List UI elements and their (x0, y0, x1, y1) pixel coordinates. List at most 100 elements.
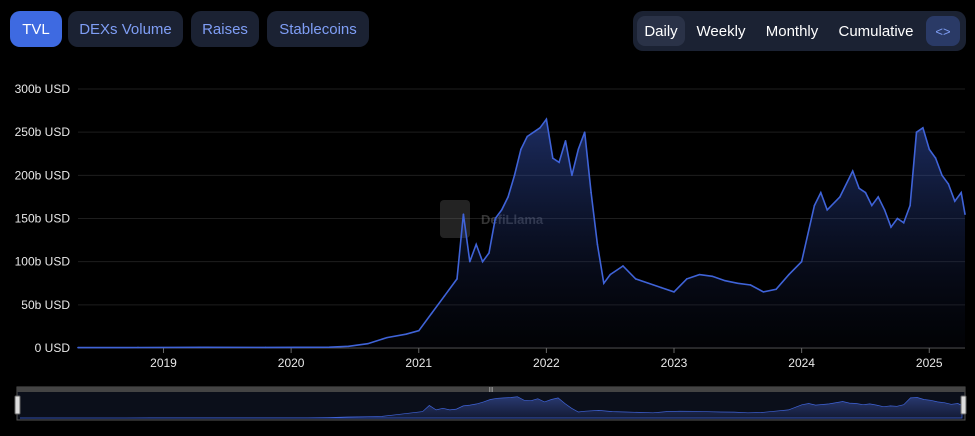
watermark: DefiLlama (440, 200, 544, 238)
data-point (347, 345, 350, 348)
data-point (366, 342, 369, 345)
data-point (462, 213, 465, 215)
code-brackets-icon[interactable]: <> (926, 16, 960, 46)
granularity-monthly[interactable]: Monthly (765, 22, 819, 40)
data-point (762, 291, 765, 293)
data-point (711, 275, 714, 278)
brush[interactable]: ||| (14, 386, 967, 421)
data-point (922, 127, 924, 129)
data-point (960, 191, 962, 194)
brush-handle-left[interactable] (14, 395, 21, 415)
data-point (603, 282, 605, 285)
data-point (883, 209, 886, 211)
data-point (532, 131, 535, 133)
data-point (417, 329, 420, 332)
data-point (788, 273, 790, 276)
data-point (909, 204, 911, 207)
x-tick-label: 2023 (661, 356, 688, 370)
tab-tvl[interactable]: TVL (10, 11, 62, 47)
data-point (964, 213, 966, 215)
data-point (430, 312, 433, 315)
llama-logo-icon (440, 200, 470, 238)
tab-raises[interactable]: Raises (191, 11, 259, 47)
data-point (564, 140, 567, 142)
data-point (609, 273, 611, 276)
data-point (386, 336, 388, 339)
data-point (813, 204, 816, 207)
brush-handle-right[interactable] (960, 395, 967, 415)
data-point (775, 288, 777, 291)
granularity-daily[interactable]: Daily (637, 16, 685, 46)
data-point (513, 174, 516, 177)
data-point (137, 346, 139, 349)
data-point (507, 196, 509, 198)
brush-grip-icon[interactable]: ||| (489, 387, 493, 393)
x-tick-label: 2021 (405, 356, 432, 370)
data-point (545, 118, 548, 121)
data-point (475, 243, 477, 246)
data-point (469, 260, 471, 263)
data-point (851, 170, 854, 172)
x-tick-label: 2019 (150, 356, 177, 370)
data-point (500, 209, 503, 211)
data-point (864, 191, 867, 194)
data-point (819, 191, 822, 194)
data-point (443, 295, 446, 298)
granularity-cumulative[interactable]: Cumulative (838, 22, 914, 40)
tab-stablecoins[interactable]: Stablecoins (267, 11, 369, 47)
data-point (915, 131, 918, 133)
data-point (749, 284, 752, 286)
data-point (264, 346, 267, 349)
data-point (737, 282, 739, 285)
data-point (934, 157, 937, 159)
data-point (328, 346, 331, 349)
tab-dexs-volume[interactable]: DEXs Volume (68, 11, 183, 47)
brush-area (20, 396, 963, 419)
data-point (941, 174, 943, 177)
series-points (77, 118, 966, 349)
data-point (200, 346, 203, 349)
data-point (577, 148, 580, 151)
data-point (724, 279, 726, 282)
granularity-weekly[interactable]: Weekly (696, 22, 746, 40)
data-point (622, 265, 624, 267)
watermark-text: DefiLlama (481, 212, 544, 227)
data-point (526, 135, 529, 138)
y-tick-label: 50b USD (21, 298, 70, 312)
data-point (890, 226, 892, 228)
data-point (660, 286, 663, 289)
y-tick-label: 250b USD (15, 125, 71, 139)
y-tick-label: 150b USD (15, 212, 71, 226)
data-point (673, 291, 675, 293)
data-point (858, 187, 860, 190)
data-point (877, 196, 880, 198)
y-tick-label: 0 USD (35, 341, 71, 355)
data-point (494, 217, 497, 220)
data-point (405, 333, 407, 335)
data-point (551, 157, 554, 159)
y-tick-label: 100b USD (15, 255, 71, 269)
data-point (871, 204, 873, 207)
x-tick-label: 2025 (916, 356, 943, 370)
x-tick-label: 2024 (788, 356, 815, 370)
series-line (77, 117, 966, 349)
data-point (558, 161, 560, 164)
brush-selection-bar[interactable] (17, 387, 965, 392)
data-point (590, 191, 592, 194)
data-point (539, 127, 541, 129)
y-tick-label: 200b USD (15, 168, 71, 182)
data-point (826, 209, 828, 211)
data-point (953, 200, 956, 203)
data-point (896, 217, 899, 220)
data-point (488, 252, 490, 254)
data-point (928, 148, 931, 151)
data-point (583, 131, 586, 133)
data-point (481, 260, 484, 263)
data-point (698, 273, 701, 276)
data-point (77, 346, 79, 349)
data-point (902, 222, 905, 224)
data-point (634, 278, 637, 280)
brush-frame (16, 386, 966, 421)
series-area (78, 119, 965, 348)
x-tick-label: 2022 (533, 356, 560, 370)
